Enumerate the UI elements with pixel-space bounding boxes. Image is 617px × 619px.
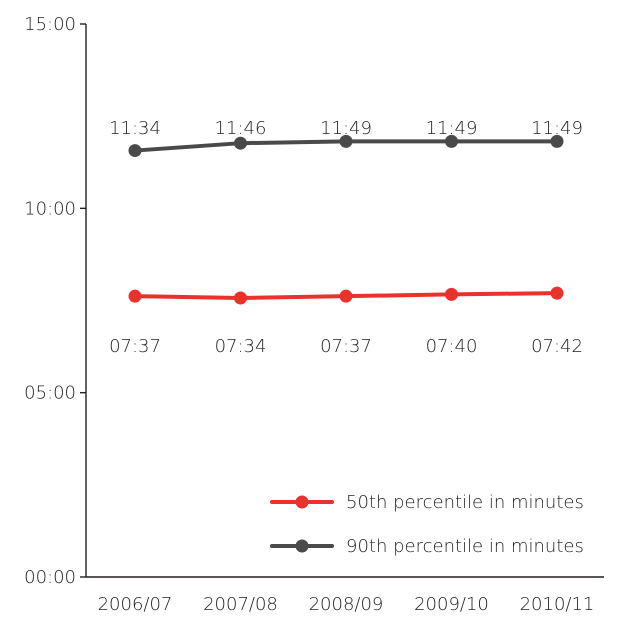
legend-label: 50th percentile in minutes bbox=[346, 492, 584, 513]
y-tick-label: 15:00 bbox=[24, 14, 76, 35]
x-tick-label: 2006/07 bbox=[98, 594, 173, 615]
data-label: 11:49 bbox=[531, 118, 583, 139]
legend-swatch-point bbox=[295, 539, 309, 553]
data-point bbox=[128, 289, 142, 303]
x-axis-ticks: 2006/07 2007/08 2008/09 2009/10 2010/11 bbox=[98, 594, 595, 615]
data-point bbox=[550, 286, 564, 300]
data-point bbox=[445, 287, 458, 301]
y-tick-label: 05:00 bbox=[24, 383, 76, 404]
data-label: 07:42 bbox=[531, 336, 583, 357]
legend-item: 90th percentile in minutes bbox=[270, 536, 584, 557]
data-label: 07:34 bbox=[215, 336, 267, 357]
x-tick-label: 2010/11 bbox=[520, 594, 595, 615]
series-layer: 07:37 07:34 07:37 07:40 07:42 11:34 11:46 11:49… bbox=[109, 118, 583, 357]
x-tick-label: 2007/08 bbox=[203, 594, 278, 615]
data-label: 11:49 bbox=[320, 118, 372, 139]
data-label: 07:40 bbox=[426, 336, 478, 357]
data-point bbox=[234, 136, 247, 150]
x-tick-label: 2008/09 bbox=[309, 594, 384, 615]
y-axis-ticks: 00:00 05:00 10:00 15:00 bbox=[24, 14, 86, 588]
series-1: 07:37 07:34 07:37 07:40 07:42 bbox=[109, 286, 583, 357]
data-point bbox=[339, 289, 353, 303]
y-tick-label: 00:00 bbox=[24, 567, 76, 588]
data-label: 07:37 bbox=[109, 336, 161, 357]
legend-label: 90th percentile in minutes bbox=[346, 536, 584, 557]
data-point bbox=[339, 134, 353, 148]
x-tick-label: 2009/10 bbox=[414, 594, 489, 615]
data-point bbox=[234, 291, 247, 305]
data-point bbox=[445, 134, 458, 148]
data-label: 07:37 bbox=[320, 336, 372, 357]
legend-swatch-point bbox=[295, 495, 309, 509]
series-2: 11:34 11:46 11:49 11:49 11:49 bbox=[109, 118, 583, 158]
legend-item: 50th percentile in minutes bbox=[270, 492, 584, 513]
data-label: 11:49 bbox=[426, 118, 478, 139]
data-point bbox=[128, 144, 142, 158]
legend: 50th percentile in minutes 90th percentil… bbox=[270, 492, 584, 557]
y-tick-label: 10:00 bbox=[24, 198, 76, 219]
data-label: 11:46 bbox=[215, 118, 267, 139]
data-point bbox=[550, 134, 564, 148]
data-label: 11:34 bbox=[109, 118, 161, 139]
